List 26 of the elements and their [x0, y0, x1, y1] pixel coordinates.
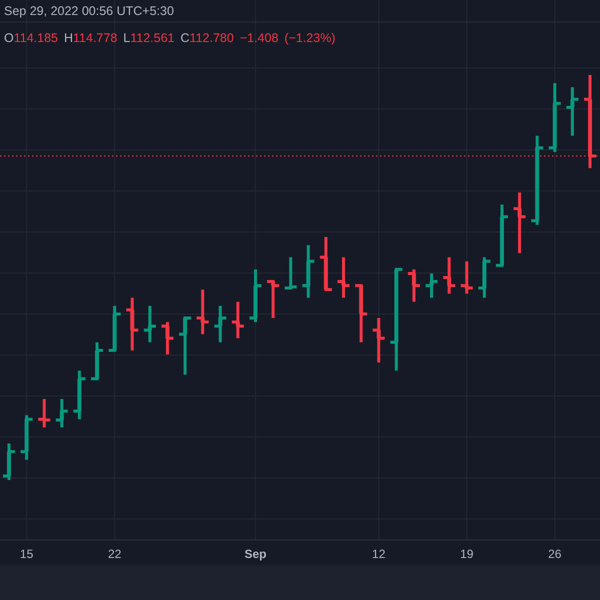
candlestick — [442, 257, 457, 294]
x-tick-label: 26 — [548, 547, 562, 561]
candlestick — [195, 290, 210, 334]
text: Sep 29, 2022 00:56 UTC+5:30 — [4, 4, 174, 18]
candlestick — [124, 298, 140, 350]
candlestick — [54, 399, 70, 428]
candlestick — [371, 318, 386, 363]
candlestick — [459, 261, 474, 294]
candlestick — [266, 280, 281, 318]
candlestick — [424, 273, 440, 298]
candlestick — [406, 269, 422, 302]
candlestick — [178, 316, 193, 375]
x-tick-label: 15 — [20, 547, 34, 561]
text: O114.185 H114.778 L112.561 C112.780 −1.408 (−1.23%) — [4, 31, 336, 45]
candlestick — [212, 306, 228, 342]
candlestick — [142, 306, 158, 342]
candlestick — [160, 322, 175, 354]
candlestick — [36, 399, 52, 428]
candlestick — [230, 302, 246, 338]
x-tick-label: 22 — [108, 547, 122, 561]
x-tick-label: 19 — [460, 547, 474, 561]
candlestick — [564, 87, 580, 136]
x-tick-label: Sep — [244, 547, 266, 561]
x-tick-label: 12 — [372, 547, 386, 561]
candlestick — [336, 257, 352, 298]
candlestick — [512, 192, 528, 254]
